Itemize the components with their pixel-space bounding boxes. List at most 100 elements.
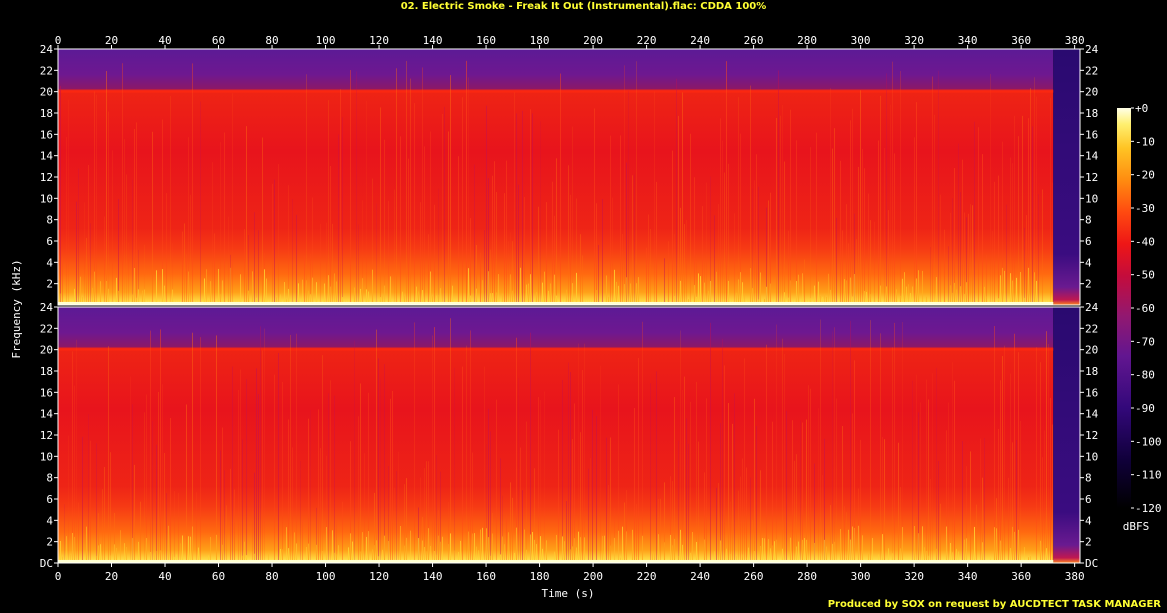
bass-energy [430, 271, 431, 305]
transient-streak [732, 423, 733, 563]
bass-energy [228, 298, 229, 305]
bass-energy [1010, 548, 1011, 563]
transient-streak [476, 245, 477, 305]
y-tick-label: 2 [46, 536, 53, 549]
transient-streak [398, 451, 399, 563]
bass-energy [708, 290, 709, 305]
bass-energy [770, 548, 771, 563]
bass-energy [468, 531, 469, 563]
bass-energy [110, 555, 111, 563]
y-tick-label: 22 [1085, 322, 1098, 335]
bass-energy [748, 298, 749, 305]
transient-streak [556, 158, 557, 305]
transient-streak [760, 470, 761, 563]
y-tick-label: 22 [40, 64, 53, 77]
bass-energy [720, 540, 721, 563]
y-tick-label: 18 [1085, 107, 1098, 120]
transient-streak [638, 357, 639, 563]
transient-streak [968, 213, 969, 305]
y-tick-label: 14 [1085, 408, 1099, 421]
bass-energy [62, 556, 63, 563]
transient-streak [78, 168, 79, 305]
transient-streak [450, 75, 451, 305]
x-tick-label: 320 [904, 34, 924, 47]
transient-streak [520, 447, 521, 563]
bass-energy [98, 545, 99, 563]
transient-streak [254, 212, 255, 305]
bass-energy [830, 289, 831, 305]
bass-energy [350, 533, 351, 563]
transient-streak [166, 493, 167, 563]
bass-energy [802, 273, 803, 305]
bass-energy [216, 534, 217, 563]
bass-energy [574, 538, 575, 563]
bass-energy [888, 548, 889, 563]
transient-streak [706, 398, 707, 563]
transient-streak [650, 383, 651, 563]
transient-streak [664, 258, 665, 305]
bass-energy [472, 533, 473, 563]
transient-streak [188, 137, 189, 305]
transient-streak [834, 327, 835, 563]
bass-energy [744, 294, 745, 305]
transient-streak [796, 140, 797, 305]
x-tick-label: 220 [637, 570, 657, 583]
transient-streak [1014, 333, 1015, 563]
transient-streak [836, 217, 837, 305]
transient-streak [718, 482, 719, 563]
transient-streak [66, 137, 67, 305]
transient-streak [782, 338, 783, 563]
transient-streak [510, 482, 511, 563]
transient-streak [406, 60, 407, 306]
bass-energy [330, 286, 331, 305]
transient-streak [606, 437, 607, 563]
transient-streak [328, 393, 329, 563]
transient-streak [258, 394, 259, 563]
y-tick-label: DC [1085, 557, 1098, 570]
transient-streak [824, 438, 825, 563]
bass-energy [74, 288, 75, 305]
silent-tail [1053, 307, 1080, 563]
x-tick-label: 40 [158, 570, 171, 583]
transient-streak [668, 241, 669, 305]
bass-energy [918, 533, 919, 563]
bass-energy [298, 283, 299, 305]
bass-energy [288, 288, 289, 305]
bass-energy [316, 544, 317, 563]
transient-streak [504, 193, 505, 305]
bass-energy [824, 293, 825, 305]
transient-streak [126, 174, 127, 305]
transient-streak [656, 371, 657, 563]
transient-streak [366, 100, 367, 306]
transient-streak [260, 326, 261, 563]
transient-streak [982, 477, 983, 563]
bass-energy [554, 274, 555, 305]
bass-energy [132, 294, 133, 305]
bass-energy [710, 280, 711, 305]
y-tick-label: 14 [1085, 150, 1099, 163]
bass-energy [536, 292, 537, 305]
transient-streak [1022, 115, 1023, 305]
y-tick-label: 12 [40, 429, 53, 442]
transient-streak [596, 203, 597, 305]
bass-energy [680, 280, 681, 305]
bass-energy [416, 286, 417, 305]
x-tick-label: 240 [690, 570, 710, 583]
transient-streak [750, 477, 751, 563]
y-tick-label: 12 [1085, 171, 1098, 184]
transient-streak [628, 90, 629, 305]
x-tick-label: 300 [851, 34, 871, 47]
transient-streak [560, 73, 561, 306]
transient-streak [648, 214, 649, 305]
bass-energy [704, 539, 705, 563]
bass-energy [468, 268, 469, 305]
bass-energy [482, 527, 483, 563]
transient-streak [422, 517, 423, 563]
bass-energy [280, 294, 281, 305]
transient-streak [558, 429, 559, 563]
bass-energy [422, 290, 423, 305]
transient-streak [690, 401, 691, 563]
bass-energy [864, 290, 865, 305]
x-tick-label: 340 [958, 570, 978, 583]
transient-streak [392, 390, 393, 563]
